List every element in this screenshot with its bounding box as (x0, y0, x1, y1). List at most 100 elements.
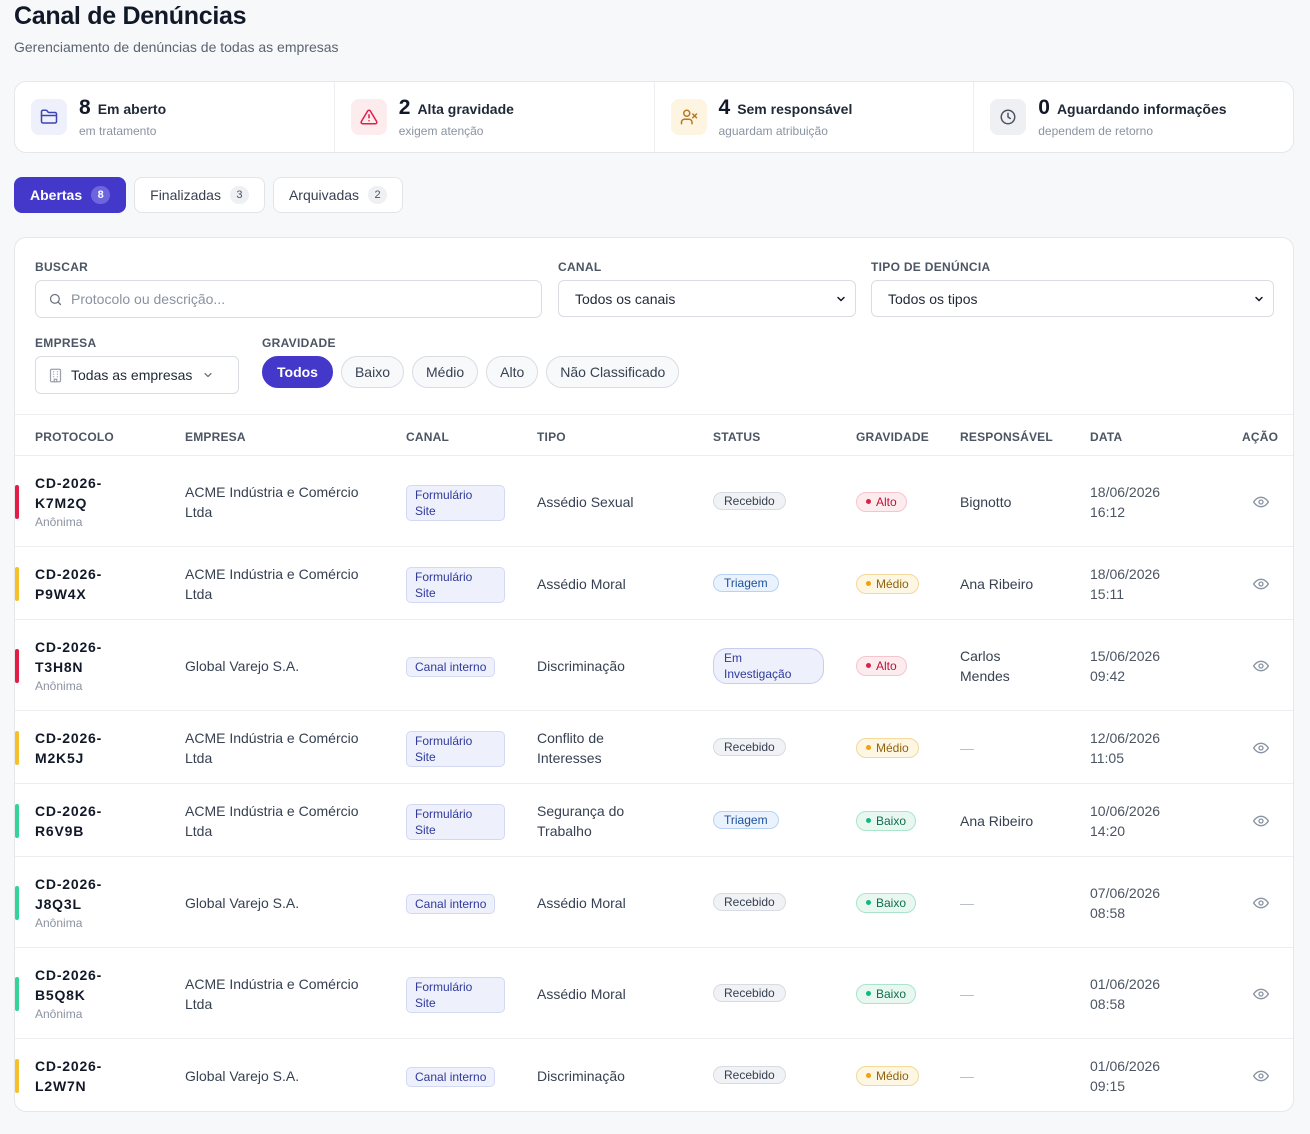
gravidade-badge: Baixo (856, 983, 917, 1004)
tab-count: 3 (229, 186, 249, 204)
table-row[interactable]: CD-2026- L2W7N Global Varejo S.A. Canal int… (15, 1039, 1293, 1111)
cell-line: Triagem (724, 812, 768, 827)
col-protocolo: PROTOCOLO (35, 430, 114, 444)
col-empresa: EMPRESA (185, 430, 246, 444)
table-row[interactable]: CD-2026- M2K5J ACME Indústria e Comércio Lt… (15, 711, 1293, 784)
search-input[interactable] (71, 291, 511, 307)
view-eye-icon[interactable] (1253, 740, 1269, 761)
cell-line: 18/06/2026 (1090, 565, 1161, 582)
canal-badge: Formulário Site (406, 484, 505, 521)
building-icon (49, 368, 62, 382)
tipo-cell: Assédio Moral (537, 984, 626, 1004)
view-eye-icon[interactable] (1253, 986, 1269, 1007)
gravidade-indicator-bar (15, 885, 19, 920)
dot-icon (866, 900, 871, 905)
cell-line: 18/06/2026 (1090, 483, 1161, 500)
gravidade-label: GRAVIDADE (262, 336, 336, 350)
view-eye-icon[interactable] (1253, 813, 1269, 834)
protocolo-code: K7M2Q (35, 494, 88, 511)
empresa-cell: Global Varejo S.A. (185, 893, 299, 913)
view-eye-icon[interactable] (1253, 895, 1269, 916)
chip-todos[interactable]: Todos (262, 356, 333, 388)
protocolo-prefix: CD-2026- (35, 875, 103, 892)
cell-line: 15/06/2026 (1090, 647, 1161, 664)
cell-line: Ltda (185, 585, 213, 602)
gravidade-indicator-bar (15, 803, 19, 838)
anonima-label: Anônima (35, 514, 83, 529)
gravidade-indicator-bar (15, 976, 19, 1011)
view-eye-icon[interactable] (1253, 494, 1269, 515)
canal-label: CANAL (558, 260, 602, 274)
stat-label: Aguardando informações (1056, 101, 1227, 117)
cell-line: ACME Indústria e Comércio (185, 729, 359, 746)
table-row[interactable]: CD-2026- B5Q8K Anônima ACME Indústria e Com… (15, 948, 1293, 1039)
chip-medio[interactable]: Médio (412, 356, 479, 388)
chip-alto[interactable]: Alto (486, 356, 539, 388)
cell-line: Formulário (415, 487, 473, 502)
dot-icon (866, 663, 871, 668)
empresa-select-value: Todas as empresas (71, 367, 193, 383)
gravidade-badge: Alto (856, 491, 907, 512)
table-row[interactable]: CD-2026- K7M2Q Anônima ACME Indústria e Com… (15, 456, 1293, 547)
empresa-cell: ACME Indústria e Comércio Ltda (185, 564, 359, 604)
table-row[interactable]: CD-2026- P9W4X ACME Indústria e Comércio Lt… (15, 547, 1293, 620)
col-data: DATA (1090, 430, 1123, 444)
stat-label: Sem responsável (737, 101, 853, 117)
page-title: Canal de Denúncias (14, 2, 247, 30)
tipo-cell: Assédio Moral (537, 893, 626, 913)
cell-line: 10/06/2026 (1090, 802, 1161, 819)
cell-line: Formulário (415, 979, 473, 994)
cell-line: Recebido (724, 739, 775, 754)
canal-select[interactable]: Todos os canais (558, 280, 856, 317)
chevron-down-icon (1255, 296, 1263, 301)
cell-line: Recebido (724, 1067, 775, 1082)
responsavel-cell: — (960, 984, 974, 1004)
responsavel-cell: Ana Ribeiro (960, 574, 1033, 594)
view-eye-icon[interactable] (1253, 658, 1269, 679)
canal-badge: Formulário Site (406, 730, 505, 767)
cell-line: Ana Ribeiro (960, 812, 1034, 829)
responsavel-cell: Ana Ribeiro (960, 811, 1033, 831)
table-row[interactable]: CD-2026- R6V9B ACME Indústria e Comércio Lt… (15, 784, 1293, 857)
cell-line: Recebido (724, 985, 775, 1000)
dot-icon (866, 818, 871, 823)
data-cell: 01/06/2026 08:58 (1090, 974, 1160, 1014)
chip-baixo[interactable]: Baixo (340, 356, 404, 388)
stat-subtext: dependem de retorno (1038, 124, 1153, 138)
protocolo-code: T3H8N (35, 658, 84, 675)
responsavel-cell: Carlos Mendes (960, 646, 1010, 686)
protocolo-prefix: CD-2026- (35, 966, 103, 983)
empresa-select[interactable]: Todas as empresas (35, 356, 239, 394)
view-eye-icon[interactable] (1253, 1068, 1269, 1089)
tipo-cell: Assédio Sexual (537, 492, 634, 512)
table-row[interactable]: CD-2026- J8Q3L Anônima Global Varejo S.A. Ca… (15, 857, 1293, 948)
status-badge: Recebido (713, 983, 786, 1002)
cell-line: 07/06/2026 (1090, 884, 1161, 901)
tipo-cell: Assédio Moral (537, 574, 626, 594)
canal-badge: Formulário Site (406, 566, 505, 603)
cell-line: — (960, 1067, 974, 1084)
view-eye-icon[interactable] (1253, 576, 1269, 597)
cell-line: Global Varejo S.A. (185, 1067, 300, 1084)
anonima-label: Anônima (35, 678, 83, 693)
tab-abertas[interactable]: Abertas 8 (14, 177, 127, 213)
tipo-select[interactable]: Todos os tipos (871, 280, 1274, 317)
protocolo-prefix: CD-2026- (35, 638, 103, 655)
canal-select-value: Todos os canais (575, 290, 676, 307)
cell-line: Conflito de (537, 729, 604, 746)
alert-triangle-icon (350, 99, 387, 135)
table-row[interactable]: CD-2026- T3H8N Anônima Global Varejo S.A. Ca… (15, 620, 1293, 711)
cell-line: Discriminação (537, 1067, 625, 1084)
chip-nao-classificado[interactable]: Não Classificado (546, 356, 680, 388)
denuncias-panel: BUSCAR CANAL Todos os canais TIPO DE DEN… (14, 237, 1294, 1112)
gravidade-indicator-bar (15, 484, 19, 519)
tab-finalizadas[interactable]: Finalizadas 3 (134, 177, 265, 213)
responsavel-cell: — (960, 893, 974, 913)
tipo-cell: Discriminação (537, 1066, 625, 1086)
cell-line: Mendes (960, 667, 1010, 684)
empresa-cell: Global Varejo S.A. (185, 656, 299, 676)
tab-arquivadas[interactable]: Arquivadas 2 (272, 177, 404, 213)
protocolo-prefix: CD-2026- (35, 729, 103, 746)
tab-label: Arquivadas (288, 187, 360, 203)
status-badge: Recebido (713, 491, 786, 510)
